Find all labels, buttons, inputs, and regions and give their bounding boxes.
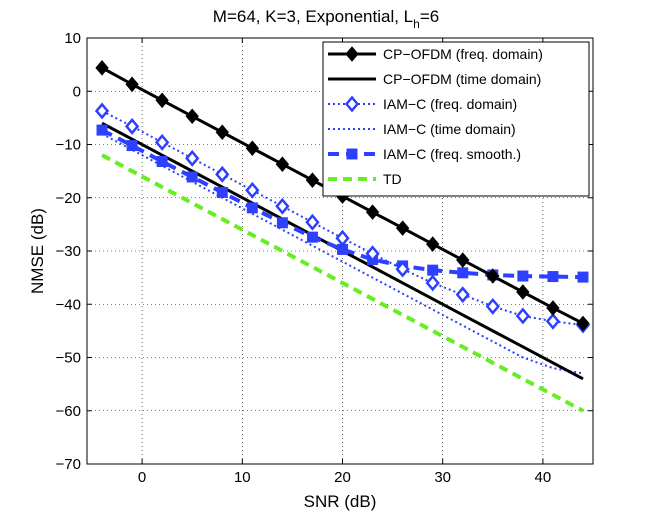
data-point-2 (455, 286, 470, 304)
series-line-4 (101, 128, 584, 280)
data-point-0 (125, 76, 139, 93)
data-point-2 (215, 165, 230, 183)
data-point-0 (486, 268, 500, 284)
data-point-2 (185, 149, 200, 167)
x-tick-label: 40 (535, 469, 552, 486)
data-point-2 (515, 307, 530, 325)
chart-title-tail: =6 (420, 7, 439, 26)
data-point-2 (425, 274, 440, 292)
data-point-4 (156, 156, 168, 168)
data-point-2 (485, 297, 500, 315)
legend-label-td: TD (383, 171, 402, 187)
data-point-0 (516, 284, 530, 300)
y-tick-label: −20 (56, 190, 81, 207)
legend-label-cp-ofdm-time: CP−OFDM (time domain) (383, 71, 541, 87)
data-point-4 (276, 217, 288, 229)
data-point-0 (546, 300, 560, 316)
data-point-0 (395, 220, 410, 236)
y-tick-label: −60 (56, 403, 81, 420)
data-point-0 (456, 252, 470, 268)
data-point-0 (215, 124, 229, 141)
y-tick-label: 10 (64, 30, 81, 47)
x-tick-label: 30 (434, 469, 451, 486)
x-tick-label: 0 (138, 469, 146, 486)
data-point-2 (155, 133, 170, 151)
data-point-0 (275, 156, 290, 172)
chart-title: M=64, K=3, Exponential, Lh=6 (213, 7, 439, 31)
legend-marker-2 (344, 95, 360, 113)
data-point-2 (365, 245, 380, 263)
data-point-2 (305, 213, 320, 231)
data-point-0 (185, 108, 199, 125)
data-point-4 (457, 267, 469, 279)
chart-title-subscript: h (413, 17, 420, 31)
data-point-0 (426, 236, 440, 252)
data-point-2 (245, 181, 260, 199)
legend-box (322, 41, 590, 197)
legend-marker-0 (345, 46, 359, 62)
series-group (94, 60, 591, 413)
data-point-4 (126, 140, 138, 152)
data-point-4 (547, 271, 559, 283)
data-point-4 (427, 264, 439, 276)
y-axis-label: NMSE (dB) (28, 208, 47, 294)
y-tick-label: 0 (73, 83, 81, 100)
legend-samples (328, 46, 376, 181)
legend-marker-4 (346, 148, 358, 160)
data-point-0 (155, 92, 169, 109)
data-point-2 (545, 312, 561, 330)
data-point-0 (365, 204, 380, 220)
y-tick-label: −10 (56, 137, 81, 154)
x-tick-label: 20 (334, 469, 351, 486)
data-point-2 (94, 102, 110, 120)
x-tick-label: 10 (234, 469, 251, 486)
y-tick-label: −50 (56, 350, 81, 367)
series-line-3 (101, 132, 584, 375)
data-point-4 (246, 202, 258, 214)
data-point-2 (275, 197, 290, 215)
data-point-4 (306, 231, 318, 243)
series-line-5 (101, 153, 584, 413)
x-axis-label: SNR (dB) (304, 492, 377, 511)
y-tick-labels: 10 0 −10 −20 −30 −40 −50 −60 −70 (56, 30, 81, 473)
legend: CP−OFDM (freq. domain) CP−OFDM (time dom… (322, 41, 590, 197)
data-point-0 (95, 60, 109, 76)
data-point-0 (576, 315, 590, 332)
y-tick-label: −30 (56, 243, 81, 260)
data-point-4 (517, 270, 529, 282)
legend-label-iam-c-time: IAM−C (time domain) (383, 121, 516, 137)
data-point-2 (124, 117, 140, 135)
data-point-4 (186, 171, 198, 183)
x-tick-labels: 0 10 20 30 40 (138, 469, 551, 486)
legend-label-iam-c-freq: IAM−C (freq. domain) (383, 96, 517, 112)
legend-label-cp-ofdm-freq: CP−OFDM (freq. domain) (383, 46, 543, 62)
data-point-4 (216, 186, 228, 198)
chart-title-main: M=64, K=3, Exponential, L (213, 7, 413, 26)
y-tick-label: −70 (56, 456, 81, 473)
data-point-0 (245, 140, 259, 156)
data-point-4 (577, 271, 589, 283)
data-point-2 (335, 229, 350, 247)
data-point-4 (96, 124, 108, 136)
series-line-2 (101, 110, 584, 327)
legend-label-iam-c-smooth: IAM−C (freq. smooth.) (383, 146, 521, 162)
data-point-2 (395, 260, 410, 278)
y-tick-label: −40 (56, 296, 81, 313)
data-point-0 (305, 172, 320, 188)
